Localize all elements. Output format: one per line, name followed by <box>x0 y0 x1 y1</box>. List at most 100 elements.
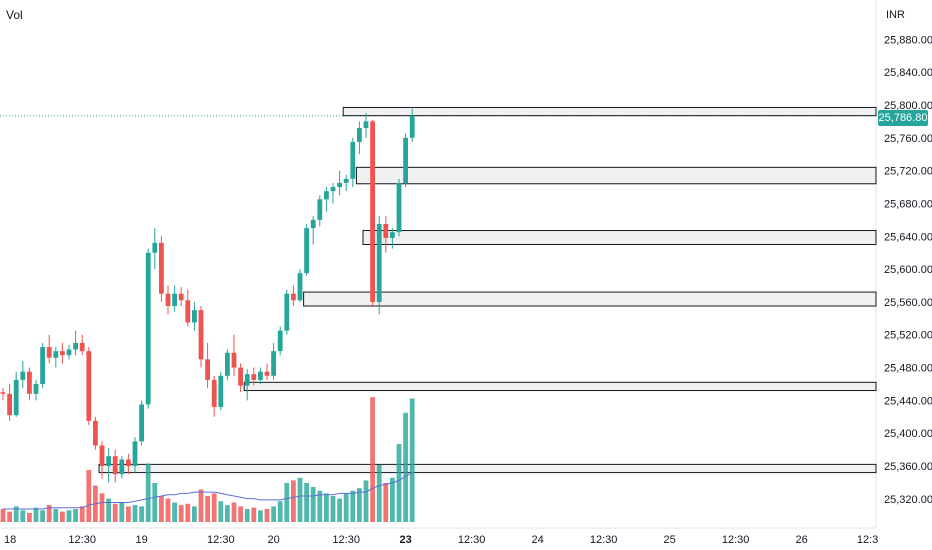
time-tick-label: 19 <box>135 534 147 546</box>
candle-body <box>46 347 52 358</box>
volume-bar-59 <box>390 477 395 522</box>
time-tick-label: 12:30 <box>458 534 486 546</box>
candle-1 <box>7 383 12 421</box>
candle-body <box>231 352 237 368</box>
candle-49 <box>324 187 329 212</box>
volume-bar-55 <box>363 480 369 522</box>
candle-body <box>225 352 230 376</box>
candle-41 <box>271 342 276 380</box>
volume-bar-48 <box>317 490 323 522</box>
candle-body <box>271 351 276 376</box>
candle-11 <box>73 330 78 356</box>
volume-bar-34 <box>225 505 230 522</box>
volume-bar-25 <box>165 498 171 522</box>
volume-bar-28 <box>185 503 191 522</box>
time-tick-label: 26 <box>795 534 807 546</box>
volume-bar-18 <box>119 502 125 522</box>
candle-16 <box>106 447 111 483</box>
candle-21 <box>139 400 144 446</box>
volume-bar-33 <box>218 501 224 522</box>
volume-bar-5 <box>33 507 39 522</box>
candle-body <box>238 367 243 386</box>
candle-body <box>40 347 45 384</box>
volume-bar-3 <box>20 510 26 522</box>
candle-body <box>284 293 290 331</box>
price-axis[interactable]: 25,880.00 25,840.00 25,800.00 25,760.00 25,7… <box>884 34 932 505</box>
candle-body <box>73 342 78 350</box>
candle-25 <box>165 285 171 315</box>
price-tick-label: 25,600.00 <box>884 264 932 276</box>
volume-bar-57 <box>376 464 382 522</box>
candle-body <box>86 351 92 421</box>
candle-body <box>159 242 164 294</box>
candle-body <box>357 127 362 142</box>
candle-body <box>66 349 72 356</box>
volume-bar-40 <box>264 509 270 522</box>
volume-bar-16 <box>106 498 111 522</box>
volume-bar-47 <box>310 486 316 522</box>
price-tick-label: 25,840.00 <box>884 67 932 79</box>
candle-37 <box>244 369 250 401</box>
volume-bar-41 <box>271 506 276 522</box>
zones-layer <box>98 106 877 474</box>
candle-body <box>145 252 151 405</box>
candle-40 <box>264 363 270 380</box>
volume-legend-label[interactable]: Vol <box>6 8 23 22</box>
volume-bar-13 <box>86 470 92 522</box>
volume-bar-32 <box>211 493 217 522</box>
volume-bar-35 <box>231 502 237 522</box>
volume-bar-51 <box>337 498 342 522</box>
volume-bar-38 <box>251 507 257 522</box>
candle-6 <box>40 342 45 389</box>
candle-26 <box>172 285 177 312</box>
candle-body <box>178 293 184 301</box>
volume-bar-22 <box>145 463 151 522</box>
time-axis[interactable]: 18 12:30 19 12:30 20 12:30 23 12:30 24 12:30 25 12:… <box>4 534 878 546</box>
candle-body <box>310 219 316 229</box>
candle-body <box>119 459 125 475</box>
volume-bar-39 <box>258 510 263 522</box>
candle-57 <box>376 215 382 315</box>
candle-body <box>218 375 224 407</box>
time-tick-label: 12:30 <box>207 534 235 546</box>
candle-32 <box>211 375 217 417</box>
volume-bar-15 <box>99 493 105 522</box>
candle-36 <box>238 363 243 393</box>
candle-body <box>258 371 263 380</box>
candle-31 <box>205 342 210 389</box>
candle-22 <box>145 248 151 409</box>
currency-label[interactable]: INR <box>886 9 905 21</box>
candle-54 <box>357 121 362 155</box>
volume-bar-21 <box>139 506 144 522</box>
candle-body <box>324 191 329 200</box>
volume-bar-62 <box>409 398 415 522</box>
candle-35 <box>231 334 237 376</box>
volume-bar-42 <box>277 501 283 522</box>
volume-bar-9 <box>60 511 65 522</box>
candle-7 <box>46 334 52 364</box>
time-tick-label: 12:30 <box>68 534 96 546</box>
candle-body <box>198 310 204 360</box>
candle-body <box>53 351 59 358</box>
time-tick-label: 25 <box>663 534 675 546</box>
candle-46 <box>304 223 309 276</box>
candle-56 <box>370 119 375 307</box>
candle-body <box>304 228 309 274</box>
candle-body <box>409 115 415 138</box>
candle-62 <box>409 107 415 142</box>
zone-box-5 <box>98 463 877 474</box>
candle-body <box>60 351 65 356</box>
candle-23 <box>152 228 158 270</box>
candle-12 <box>79 334 85 356</box>
price-tick-label: 25,640.00 <box>884 231 932 243</box>
candle-body <box>251 374 257 380</box>
zone-box-0 <box>342 106 877 117</box>
candle-53 <box>350 137 356 188</box>
candle-18 <box>119 456 125 479</box>
candle-body <box>165 293 171 307</box>
price-tick-label: 25,800.00 <box>884 100 932 112</box>
candle-50 <box>330 182 336 204</box>
candle-39 <box>258 367 263 384</box>
price-tick-label: 25,560.00 <box>884 297 932 309</box>
